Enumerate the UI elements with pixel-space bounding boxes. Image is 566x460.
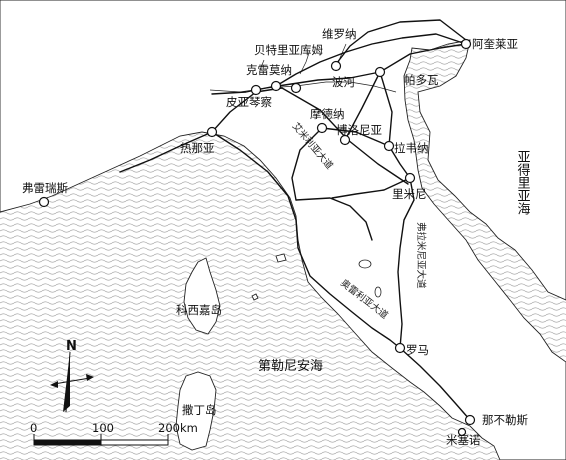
- svg-text:米塞诺: 米塞诺: [446, 433, 481, 447]
- scale-label-200: 200km: [158, 421, 198, 435]
- svg-text:热那亚: 热那亚: [180, 141, 215, 155]
- road-ravenna-patavium: [379, 71, 393, 147]
- city-placentia: 皮亚琴察: [226, 84, 272, 109]
- city-genua: 热那亚: [180, 126, 218, 155]
- svg-text:皮亚琴察: 皮亚琴察: [226, 95, 272, 109]
- svg-text:弗雷瑞斯: 弗雷瑞斯: [22, 181, 68, 195]
- road-label-flaminia: 弗拉米尼亚大道: [415, 222, 427, 289]
- scale-bar-black: [34, 440, 101, 445]
- svg-text:克雷莫纳: 克雷莫纳: [246, 63, 292, 77]
- road-west-coast: [119, 131, 213, 173]
- po-river-label: 波河: [332, 75, 355, 89]
- svg-text:里米尼: 里米尼: [392, 187, 427, 201]
- city-roma: 罗马: [394, 342, 429, 357]
- elba-island: [275, 253, 287, 263]
- compass: N: [50, 339, 94, 413]
- city-ravenna: 拉韦纳: [383, 140, 429, 155]
- river: [299, 49, 311, 75]
- road-via-aemilia: [211, 87, 409, 185]
- road-patavium-aquileia: [379, 43, 467, 73]
- adriatic-sea-label: 亚得里亚海: [515, 150, 531, 215]
- city-patavium: 帕多瓦: [374, 66, 439, 87]
- svg-text:摩德纳: 摩德纳: [310, 107, 345, 121]
- road-inland: [295, 197, 373, 241]
- city-verona: 维罗纳: [322, 27, 357, 72]
- lake: [374, 286, 382, 298]
- city-bedriacum: 贝特里亚库姆: [254, 43, 323, 94]
- compass-north-label: N: [66, 339, 77, 354]
- svg-text:博洛尼亚: 博洛尼亚: [336, 123, 382, 137]
- road-mutina-ravenna: [321, 127, 390, 147]
- city-cremona: 克雷莫纳: [246, 63, 292, 92]
- city-forum-julii: 弗雷瑞斯: [22, 181, 68, 208]
- city-mutina: 摩德纳: [310, 107, 345, 134]
- svg-text:贝特里亚库姆: 贝特里亚库姆: [254, 43, 323, 57]
- compass-arrow-west: [50, 381, 58, 388]
- road-cremona-patavium: [277, 71, 381, 87]
- compass-arrow-east: [86, 374, 94, 381]
- svg-text:帕多瓦: 帕多瓦: [404, 73, 439, 87]
- sardinia-label: 撒丁岛: [182, 403, 217, 417]
- city-aquileia: 阿奎莱亚: [460, 37, 518, 51]
- road-ravenna-ariminum: [388, 145, 411, 179]
- corsica-label: 科西嘉岛: [176, 303, 222, 317]
- compass-cross: [53, 377, 91, 385]
- city-ariminum: 里米尼: [392, 172, 427, 201]
- svg-text:阿奎莱亚: 阿奎莱亚: [472, 37, 518, 51]
- road-verona-north: [332, 19, 467, 69]
- corsica-island: [183, 257, 221, 335]
- road-bononia-patavium: [344, 71, 381, 141]
- road-via-aurelia: [211, 131, 401, 349]
- scale-bar: 0 100 200km: [30, 421, 198, 446]
- road-inland: [331, 177, 411, 199]
- lake: [358, 259, 372, 269]
- scale-label-0: 0: [30, 421, 37, 435]
- small-island: [251, 293, 259, 301]
- svg-text:那不勒斯: 那不勒斯: [482, 413, 528, 427]
- scale-label-100: 100: [92, 421, 114, 435]
- city-neapolis: 那不勒斯: [464, 413, 528, 427]
- po-river: [209, 81, 397, 93]
- road-roma-south: [399, 347, 471, 421]
- tyrrhenian-sea-label: 第勒尼安海: [258, 359, 323, 374]
- road-inland: [291, 127, 323, 201]
- svg-text:拉韦纳: 拉韦纳: [394, 141, 429, 155]
- city-misenum: 米塞诺: [446, 427, 481, 447]
- sardinia-island: [175, 371, 217, 451]
- svg-text:维罗纳: 维罗纳: [322, 27, 357, 41]
- river: [259, 59, 265, 71]
- city-bononia: 博洛尼亚: [336, 123, 382, 146]
- road-via-flaminia: [397, 177, 415, 349]
- svg-text:罗马: 罗马: [406, 343, 429, 357]
